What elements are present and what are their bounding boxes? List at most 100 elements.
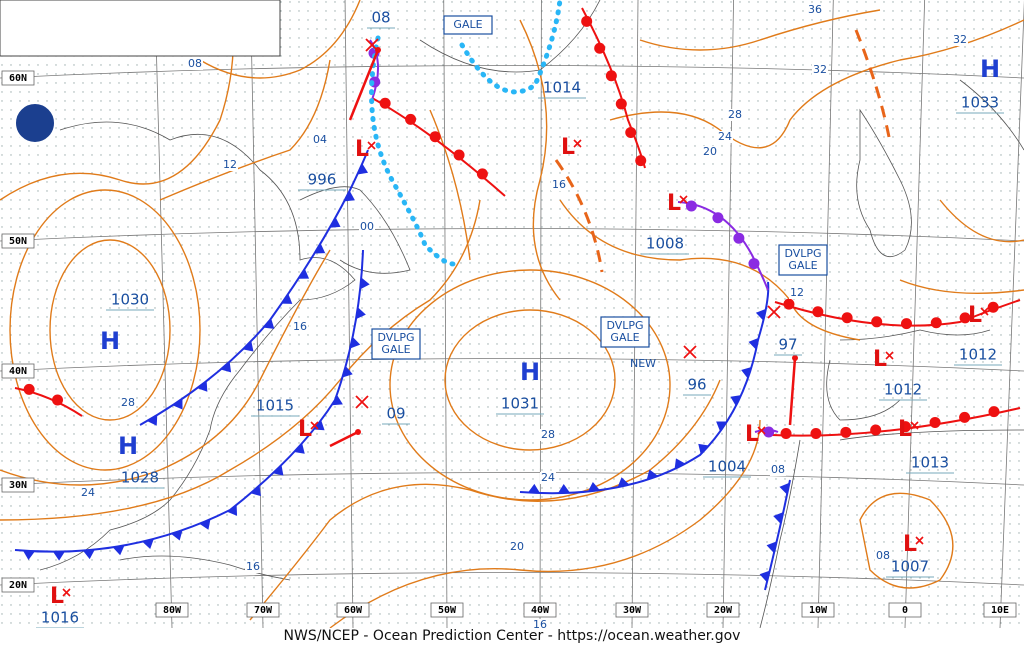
front-semicircle [405,113,417,125]
front-triangle [142,538,154,550]
longitude-label: 40W [531,605,550,616]
warning-box [778,244,828,276]
front-semicircle [712,212,724,224]
front-triangle [82,549,95,560]
latitude-label: 50N [9,236,27,247]
latitude-label-box [1,233,35,249]
front-triangle [759,570,770,583]
trough [554,159,604,273]
isobar-label: 16 [293,320,307,333]
longitude-line [154,0,173,629]
warning-box [443,15,493,35]
isobar-label-bg [812,64,828,76]
front-triangle [250,485,261,497]
isobar-label-bg [509,541,525,553]
isobar-label: 12 [790,286,804,299]
latitude-label: 20N [9,580,27,591]
front-triangle [112,545,125,556]
front-semicircle [899,421,911,433]
longitude-label-box [246,602,280,618]
front-triangle [199,519,211,530]
isobar-label: 04 [313,133,327,146]
front-semicircle [987,301,999,313]
latitude-line [0,572,1024,586]
front-triangle [779,482,790,495]
latitude-line [0,65,1024,79]
footer-strip [0,628,1024,652]
front-triangle [773,512,784,524]
low-cross [355,395,369,409]
warning-text: DVLPG [606,319,643,332]
isobar-label-bg [789,287,805,299]
longitude-line [999,0,1024,629]
low-symbol: L [968,303,982,328]
pressure-value: 1012 [884,381,922,399]
cold-front [764,479,791,591]
isobar-label-bg [120,397,136,409]
front-triangle [52,551,65,561]
warning-box [600,316,650,348]
longitude-label-box [336,602,370,618]
isobar-label-bg [245,561,261,573]
pressure-value: 1008 [646,235,684,253]
front-triangle [741,367,752,379]
front-triangle [197,380,208,392]
isobar-label-bg [540,429,556,441]
isobar-label: 12 [223,158,237,171]
front-triangle [172,398,183,410]
front-semicircle [783,298,795,310]
isobars [0,0,1024,629]
isobar-label-bg [551,179,567,191]
isobar-label-bg [807,4,823,16]
low-symbol: L [667,191,681,216]
pressure-value: 08 [371,9,390,27]
front-semicircle [605,70,617,82]
warm-front [581,7,646,169]
longitude-label: 10E [991,605,1009,616]
front-semicircle [870,424,882,436]
pressure-value: 1012 [959,346,997,364]
front-triangle [226,504,238,516]
pressure-value: 1007 [891,558,929,576]
motion-arrow [348,49,380,121]
warm-front [14,387,83,417]
front-semicircle [930,317,942,329]
warning-box [371,328,421,360]
front-triangle [730,395,742,406]
front-semicircle [988,406,1000,418]
high-symbol: H [520,358,540,386]
front-semicircle [379,97,391,109]
latitude-label-box [1,363,35,379]
low-cross [915,536,924,545]
isobar-label-bg [702,146,718,158]
isobar-label: 08 [771,463,785,476]
isobar-label: 36 [808,3,822,16]
front-semicircle [748,258,760,270]
front-triangle [357,163,369,175]
front-triangle [242,340,254,352]
longitude-label-box [801,602,835,618]
pressure-value: 09 [386,405,405,423]
front-triangle [272,464,284,476]
isobar-label: 28 [728,108,742,121]
motion-arrow [788,357,797,426]
isobar-label: 24 [718,130,732,143]
low-cross [885,351,894,360]
longitude-label: 10W [809,605,828,616]
front-semicircle [840,426,852,438]
isobar-label: 28 [541,428,555,441]
isobar-label: 16 [246,560,260,573]
front-semicircle [763,426,775,438]
front-triangle [314,243,326,254]
pressure-value: 996 [308,171,337,189]
front-triangle [171,530,183,541]
isobar-label-bg [292,321,308,333]
footer-credit: NWS/NCEP - Ocean Prediction Center - htt… [284,628,741,644]
front-triangle [766,541,777,554]
front-triangle [527,483,540,494]
new-label: NEW [630,357,656,370]
longitude-label-box [155,602,189,618]
front-triangle [360,277,370,290]
front-semicircle [871,316,883,328]
pressure-value: 1014 [543,79,581,97]
